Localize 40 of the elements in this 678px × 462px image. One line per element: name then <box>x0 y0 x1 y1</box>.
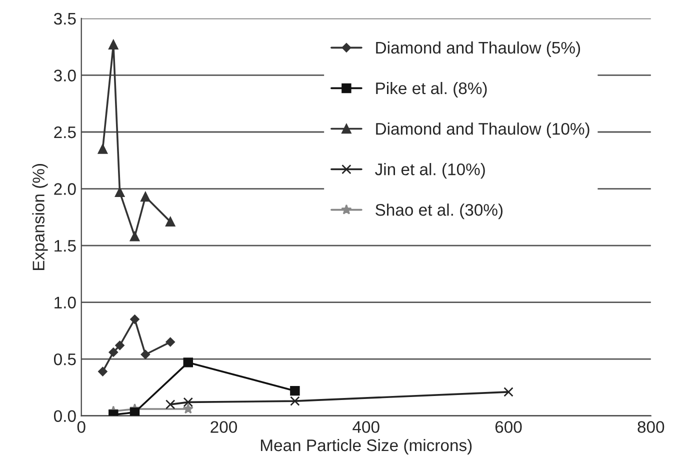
legend-label: Shao et al. (30%) <box>376 204 503 220</box>
legend-label: Jin et al. (10%) <box>375 163 485 179</box>
point <box>290 386 300 396</box>
point <box>98 144 108 154</box>
point <box>165 216 176 227</box>
point <box>108 40 118 50</box>
x-tick-label: 600 <box>495 421 522 433</box>
point <box>140 350 150 360</box>
point <box>98 366 108 376</box>
y-tick-label: 1.5 <box>54 240 76 252</box>
x-tick-label: 800 <box>638 421 664 433</box>
legend-label: Diamond and Thaulow (5%) <box>376 41 580 57</box>
point <box>183 358 194 368</box>
y-tick-label: 0.0 <box>54 410 76 422</box>
point <box>130 408 140 416</box>
x-axis-title: Mean Particle Size (microns) <box>260 438 472 455</box>
x-tick-label: 0 <box>77 421 86 433</box>
point <box>504 387 514 397</box>
point <box>183 397 194 408</box>
point <box>130 314 140 324</box>
point <box>290 396 300 406</box>
point <box>165 400 176 410</box>
point <box>130 232 140 242</box>
legend-label: Pike et al. (8%) <box>376 82 487 98</box>
point <box>166 337 175 347</box>
x-tick-label: 400 <box>352 421 380 433</box>
y-tick-label: 2.0 <box>54 183 76 195</box>
y-tick-label: 1.0 <box>54 296 76 308</box>
point <box>115 340 124 350</box>
point <box>108 348 118 357</box>
point <box>182 403 194 414</box>
y-tick-label: 3.0 <box>54 70 76 82</box>
point <box>140 192 150 202</box>
y-tick-label: 0.5 <box>54 353 76 366</box>
y-axis-title: Expansion (%) <box>32 164 48 270</box>
point <box>114 187 125 198</box>
legend-label: Diamond and Thaulow (10%) <box>376 122 590 138</box>
x-tick-label: 200 <box>210 421 237 433</box>
y-tick-label: 3.5 <box>54 12 76 25</box>
y-tick-label: 2.5 <box>54 126 76 138</box>
